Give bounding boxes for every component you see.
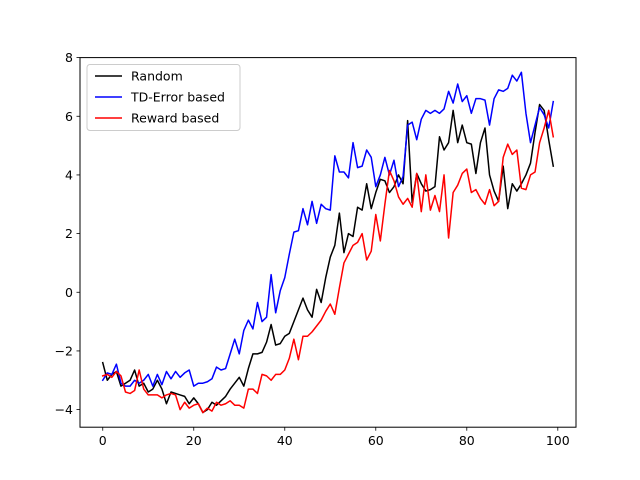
y-tick-label: −4 [55,402,73,417]
y-tick-label: −2 [55,343,73,358]
series-line-2 [101,109,555,414]
x-tick-label: 100 [546,433,570,448]
legend-label-0: Random [131,69,183,84]
x-tick-label: 60 [368,433,384,448]
y-tick-label: 6 [65,109,73,124]
x-tick-label: 40 [277,433,293,448]
plot-frame [79,57,577,428]
y-tick-label: 0 [65,285,73,300]
legend-box [86,64,241,131]
x-tick-label: 80 [459,433,475,448]
series-line-1 [101,71,555,387]
legend-label-2: Reward based [131,111,219,126]
x-tick-label: 0 [99,433,107,448]
series-line-0 [101,103,555,414]
x-tick-label: 20 [186,433,202,448]
x-axis: 0 20 40 60 80 100 [99,427,570,448]
y-tick-label: 4 [65,167,73,182]
series-layer [101,71,555,414]
legend: Random TD-Error based Reward based [86,64,241,131]
y-axis: −4 −2 0 2 4 6 8 [55,50,80,417]
y-tick-label: 2 [65,226,73,241]
y-tick-label: 8 [65,50,73,65]
legend-label-1: TD-Error based [130,90,225,105]
